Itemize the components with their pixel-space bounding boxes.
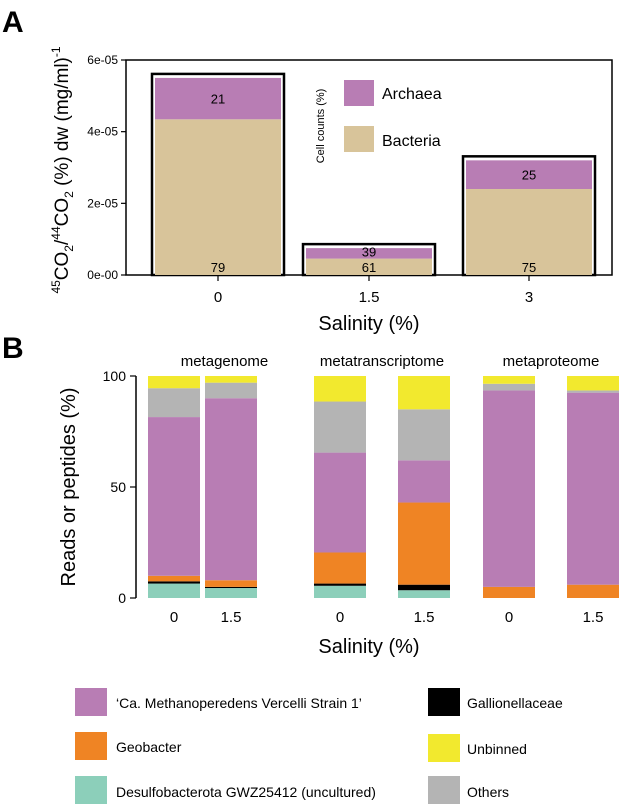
legend-swatch-geobacter: [75, 732, 107, 760]
panel-a-bar-bacteria: [155, 119, 281, 275]
panel-b-segment-ca-methanoperedens-vercelli-strain-1: [205, 398, 257, 581]
panel-a-x-tick-label: 3: [525, 289, 533, 306]
panel-a-bacteria-percent-label: 61: [362, 260, 376, 275]
panel-a-archaea-percent-label: 25: [522, 168, 536, 183]
panel-b-segment-unbinned: [483, 376, 535, 384]
legend-label-archaea: Archaea: [382, 86, 442, 103]
panel-a-y-tick-label: 2e-05: [87, 196, 118, 210]
panel-b-segment-desulfobacterota-gwz25412-uncultured: [398, 590, 450, 598]
panel-b-segment-others: [483, 383, 535, 391]
panel-b-segment-unbinned: [205, 376, 257, 383]
panel-b-y-tick-label: 50: [110, 479, 126, 495]
panel-a-archaea-percent-label: 39: [362, 245, 376, 260]
legend-swatch-unbinned: [428, 734, 460, 762]
panel-b-segment-others: [567, 390, 619, 393]
panel-b-label: B: [2, 332, 24, 365]
legend-swatch-bacteria: [344, 126, 374, 152]
panel-a-bar-archaea: [466, 160, 592, 189]
panel-b-legend: ‘Ca. Methanoperedens Vercelli Strain 1’ …: [75, 688, 563, 804]
panel-b-segment-others: [398, 409, 450, 461]
panel-b-segment-geobacter: [567, 584, 619, 598]
panel-a-inset-label: Cell counts (%): [315, 89, 327, 164]
panel-b-segment-others: [205, 382, 257, 399]
panel-b-segment-others: [314, 401, 366, 453]
panel-a-bar-bacteria: [466, 189, 592, 275]
panel-b-x-axis-title: Salinity (%): [318, 636, 419, 658]
legend-swatch-methanoperedens: [75, 688, 107, 716]
panel-b-y-axis: 0 50 100: [103, 368, 136, 606]
panel-a-y-axis-title: 45CO2/44CO2 (%) dw (mg/ml)-1: [49, 46, 76, 293]
legend-swatch-gallionellaceae: [428, 688, 460, 716]
panel-a-label: A: [2, 6, 24, 39]
legend-label-desulfobacterota: Desulfobacterota GWZ25412 (uncultured): [116, 784, 376, 800]
panel-b-group-label-metatranscriptome: metatranscriptome: [320, 353, 444, 370]
panel-b-y-tick-label: 0: [118, 590, 126, 606]
panel-b-segment-unbinned: [567, 376, 619, 391]
panel-b-x-tick-label: 0: [505, 609, 513, 626]
panel-b-segment-ca-methanoperedens-vercelli-strain-1: [148, 417, 200, 576]
panel-a-x-tick-label: 1.5: [359, 289, 380, 306]
panel-b-x-axis: 0 1.5 0 1.5 0 1.5: [170, 609, 604, 626]
panel-b-segment-desulfobacterota-gwz25412-uncultured: [205, 588, 257, 598]
panel-b-segment-gallionellaceae: [205, 586, 257, 589]
panel-b-segment-geobacter: [205, 580, 257, 587]
legend-swatch-others: [428, 776, 460, 804]
legend-label-methanoperedens: ‘Ca. Methanoperedens Vercelli Strain 1’: [116, 695, 362, 711]
panel-b-x-tick-label: 1.5: [583, 609, 604, 626]
panel-b-segment-desulfobacterota-gwz25412-uncultured: [314, 585, 366, 598]
panel-a-y-tick-label: 4e-05: [87, 125, 118, 139]
panel-a-y-tick-label: 0e-00: [87, 268, 118, 282]
legend-label-unbinned: Unbinned: [467, 741, 527, 757]
legend-swatch-archaea: [344, 80, 374, 106]
panel-b-segment-geobacter: [148, 575, 200, 582]
panel-b-segment-geobacter: [314, 552, 366, 584]
panel-b-chart: 0 50 100 0 1.5 0 1.5 0 1.5 metagenome metatransc…: [58, 353, 619, 658]
panel-b-x-tick-label: 0: [336, 609, 344, 626]
panel-b-segment-unbinned: [398, 376, 450, 410]
panel-a-bar-bacteria: [306, 258, 432, 275]
panel-a-bar-archaea: [155, 77, 281, 120]
legend-label-gallionellaceae: Gallionellaceae: [467, 695, 563, 711]
panel-b-y-axis-title: Reads or peptides (%): [58, 388, 80, 587]
panel-a-x-axis-title: Salinity (%): [318, 313, 419, 335]
legend-label-bacteria: Bacteria: [382, 133, 441, 150]
panel-b-segment-geobacter: [483, 586, 535, 598]
legend-label-geobacter: Geobacter: [116, 739, 182, 755]
panel-b-segment-unbinned: [314, 376, 366, 402]
panel-b-group-labels: metagenome metatranscriptome metaproteome: [181, 353, 600, 370]
panel-a-bacteria-percent-label: 75: [522, 260, 536, 275]
panel-b-segment-ca-methanoperedens-vercelli-strain-1: [314, 452, 366, 553]
legend-swatch-desulfobacterota: [75, 776, 107, 804]
panel-b-segment-ca-methanoperedens-vercelli-strain-1: [483, 390, 535, 587]
panel-b-bars: [148, 376, 619, 598]
panel-b-group-label-metaproteome: metaproteome: [503, 353, 600, 370]
panel-b-segment-geobacter: [398, 502, 450, 585]
panel-b-x-tick-label: 1.5: [414, 609, 435, 626]
panel-a-x-tick-label: 0: [214, 289, 222, 306]
panel-b-x-tick-label: 0: [170, 609, 178, 626]
panel-b-segment-unbinned: [148, 376, 200, 389]
panel-a-bar-archaea: [306, 248, 432, 259]
panel-b-segment-ca-methanoperedens-vercelli-strain-1: [398, 460, 450, 503]
panel-b-y-tick-label: 100: [103, 368, 127, 384]
panel-a-bacteria-percent-label: 79: [211, 260, 225, 275]
panel-b-segment-gallionellaceae: [314, 583, 366, 586]
panel-a-y-tick-label: 6e-05: [87, 53, 118, 67]
panel-b-segment-others: [148, 388, 200, 418]
panel-b-segment-gallionellaceae: [398, 584, 450, 591]
panel-a-y-axis: 0e-00 2e-05 4e-05 6e-05: [87, 53, 126, 282]
panel-b-segment-desulfobacterota-gwz25412-uncultured: [148, 583, 200, 598]
panel-b-segment-ca-methanoperedens-vercelli-strain-1: [567, 392, 619, 585]
panel-b-x-tick-label: 1.5: [221, 609, 242, 626]
panel-b-group-label-metagenome: metagenome: [181, 353, 269, 370]
panel-b-segment-gallionellaceae: [148, 581, 200, 584]
panel-a-x-axis: 0 1.5 3: [214, 275, 533, 306]
legend-label-others: Others: [467, 784, 509, 800]
panel-a-archaea-percent-label: 21: [211, 92, 225, 107]
